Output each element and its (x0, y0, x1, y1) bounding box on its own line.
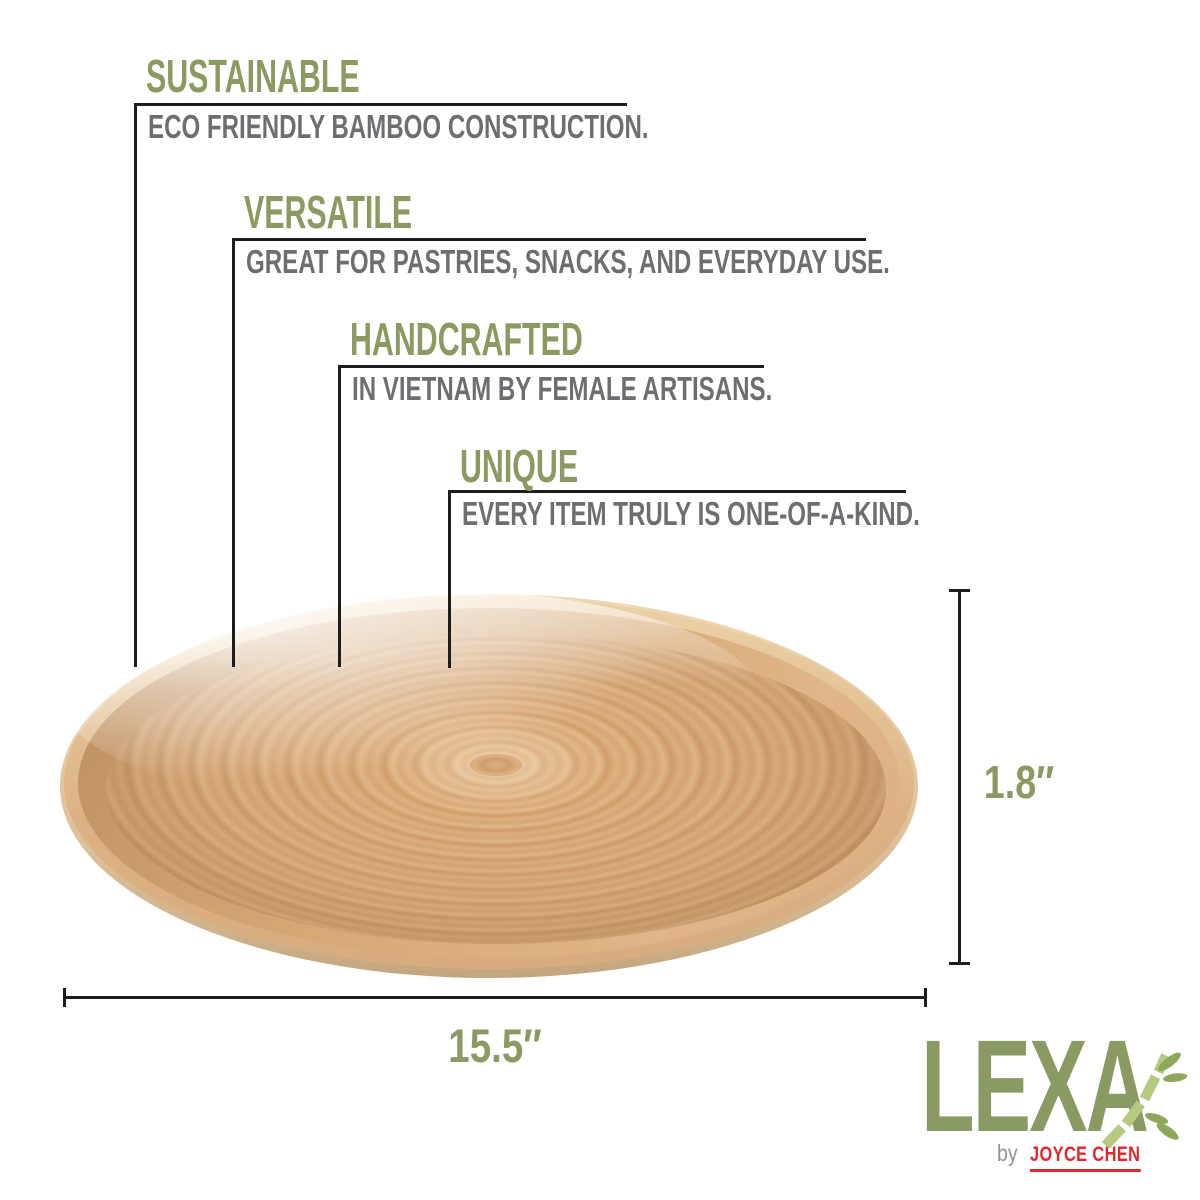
callout-underline (338, 365, 764, 368)
callout-description: IN VIETNAM BY FEMALE ARTISANS. (352, 370, 773, 407)
tray-highlight-haze (60, 588, 760, 808)
width-dimension-cap-right (924, 988, 927, 1007)
bamboo-sprig-icon (1101, 1052, 1188, 1149)
byline-brand-name: JOYCE CHEN (1030, 1143, 1141, 1172)
callout-title: VERSATILE (244, 186, 413, 238)
callout-title: SUSTAINABLE (146, 50, 360, 102)
callout-leader-line (448, 490, 451, 668)
callout-description: GREAT FOR PASTRIES, SNACKS, AND EVERYDAY… (246, 243, 890, 280)
callout-underline (448, 490, 906, 493)
height-dimension-cap-bottom (949, 962, 970, 965)
callout-title: HANDCRAFTED (350, 313, 583, 365)
callout-leader-line (134, 103, 137, 667)
callout-underline (134, 103, 627, 106)
height-dimension-cap-top (949, 589, 970, 592)
height-dimension-line (958, 591, 961, 965)
byline-prefix: by (997, 1140, 1018, 1166)
callout-description: EVERY ITEM TRULY IS ONE-OF-A-KIND. (462, 495, 920, 532)
callout-title: UNIQUE (460, 440, 579, 492)
width-dimension-line (64, 996, 926, 999)
brand-name: LEXA (921, 1012, 1149, 1159)
brand-byline: by JOYCE CHEN (997, 1140, 1172, 1172)
callout-leader-line (338, 365, 341, 667)
callout-underline (232, 238, 866, 241)
callout-description: ECO FRIENDLY BAMBOO CONSTRUCTION. (148, 108, 649, 145)
width-dimension-cap-left (63, 988, 66, 1007)
width-dimension-label: 15.5″ (448, 1019, 542, 1072)
height-dimension-label: 1.8″ (983, 756, 1055, 808)
callout-leader-line (232, 238, 235, 667)
